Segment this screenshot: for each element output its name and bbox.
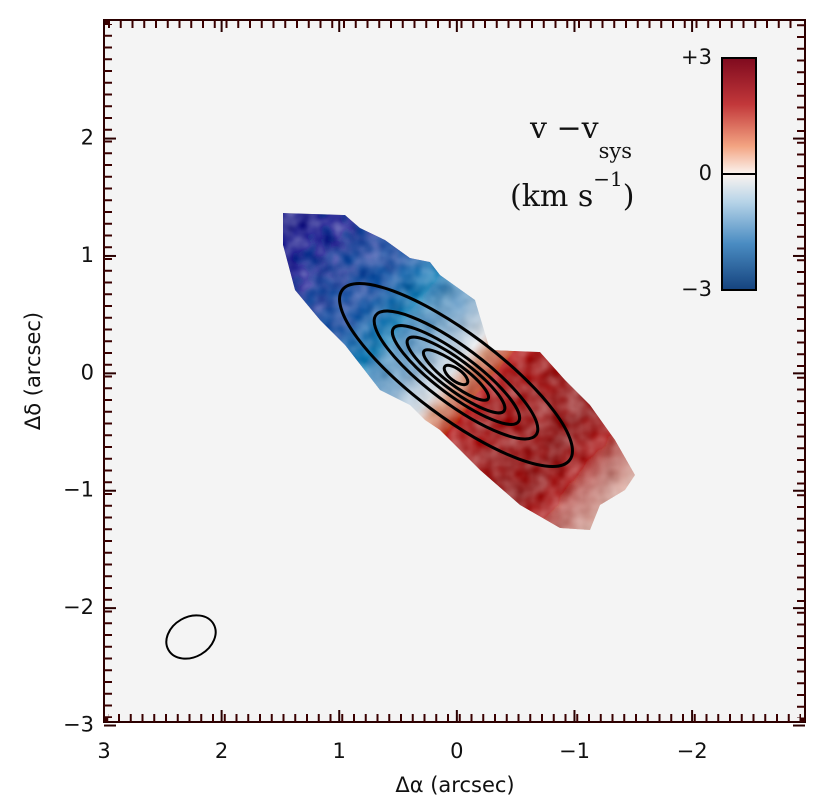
colorbar-label: v −vsys	[529, 111, 632, 163]
y-axis-label: Δδ (arcsec)	[21, 312, 45, 430]
label-close: )	[623, 179, 635, 214]
colorbar-tick-label: 0	[699, 161, 712, 185]
y-tick-label: 0	[81, 360, 94, 384]
x-tick-label: 3	[97, 739, 110, 763]
beam	[165, 614, 217, 660]
contours	[338, 282, 574, 468]
x-tick-label: −2	[677, 739, 708, 763]
x-tick-label: 0	[450, 739, 463, 763]
y-tick-label: 1	[81, 243, 94, 267]
x-tick-label: 1	[333, 739, 346, 763]
label-sub: sys	[599, 139, 632, 163]
x-tick-label: −1	[559, 739, 590, 763]
x-tick-label: 2	[215, 739, 228, 763]
colorbar-tick-label: +3	[681, 45, 712, 69]
y-tick-label: −2	[63, 595, 94, 619]
colorbar-unit: (km s−1)	[510, 167, 634, 215]
y-tick-label: 2	[81, 126, 94, 150]
label-unit: (km s	[510, 179, 593, 214]
label-main: v −v	[529, 111, 599, 146]
y-tick-label: −3	[63, 713, 94, 737]
y-tick-label: −1	[63, 478, 94, 502]
x-axis-label: Δα (arcsec)	[395, 773, 514, 797]
label-sup: −1	[593, 167, 622, 191]
frame	[103, 19, 806, 723]
colorbar-tick-label: −3	[681, 277, 712, 301]
